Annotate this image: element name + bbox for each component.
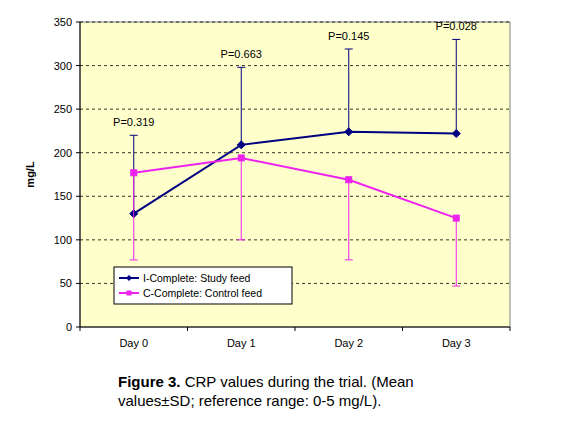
error-bar <box>345 180 353 260</box>
y-tick-label: 200 <box>54 147 72 159</box>
y-tick-label: 0 <box>66 321 72 333</box>
x-tick-sep <box>80 327 81 331</box>
error-stem <box>241 67 242 145</box>
y-tick <box>76 196 80 197</box>
caption: Figure 3. CRP values during the trial. (… <box>118 372 468 410</box>
y-tick <box>76 327 80 328</box>
y-tick <box>76 152 80 153</box>
y-tick <box>76 65 80 66</box>
error-bar <box>130 173 138 260</box>
marks <box>130 39 461 286</box>
y-tick <box>76 22 80 23</box>
point <box>345 128 353 136</box>
error-bar <box>452 39 460 133</box>
legend-marker <box>126 275 132 281</box>
error-cap <box>237 67 245 68</box>
annotation: P=0.145 <box>328 30 369 42</box>
x-tick-sep <box>187 327 188 331</box>
legend-marker <box>127 291 132 296</box>
error-stem <box>456 39 457 133</box>
y-axis-label: mg/L <box>24 161 36 188</box>
y-tick <box>76 239 80 240</box>
legend-label: I-Complete: Study feed <box>143 272 251 284</box>
y-tick-label: 50 <box>60 277 72 289</box>
error-cap <box>452 39 460 40</box>
error-stem <box>241 158 242 240</box>
error-bar <box>452 218 460 286</box>
point <box>237 141 245 149</box>
point <box>452 130 460 138</box>
x-tick-label: Day 1 <box>227 337 256 349</box>
y-tick <box>76 109 80 110</box>
grid-line <box>80 109 510 110</box>
point <box>346 177 352 183</box>
point <box>453 215 459 221</box>
chart-frame <box>14 1 544 366</box>
y-axis <box>80 22 81 327</box>
caption-label: Figure 3. <box>118 373 181 390</box>
grid-line <box>80 65 510 66</box>
x-tick-sep <box>510 327 511 331</box>
y-tick <box>76 283 80 284</box>
annotation: P=0.319 <box>113 116 154 128</box>
grid-line <box>80 239 510 240</box>
error-bar <box>237 158 245 240</box>
error-cap <box>130 259 138 260</box>
error-stem <box>456 218 457 286</box>
point <box>131 170 137 176</box>
error-stem <box>348 180 349 260</box>
legend-box <box>114 267 292 304</box>
y-tick-label: 150 <box>54 190 72 202</box>
x-tick-sep <box>295 327 296 331</box>
x-tick-sep <box>402 327 403 331</box>
y-tick-label: 250 <box>54 103 72 115</box>
error-bar <box>237 67 245 145</box>
error-bar <box>345 49 353 132</box>
x-tick-label: Day 0 <box>119 337 148 349</box>
point <box>238 155 244 161</box>
x-tick-label: Day 2 <box>334 337 363 349</box>
error-cap <box>345 49 353 50</box>
error-stem <box>348 49 349 132</box>
error-cap <box>345 259 353 260</box>
y-tick-label: 300 <box>54 60 72 72</box>
error-stem <box>133 173 134 260</box>
plot-area <box>80 22 510 327</box>
x-tick-label: Day 3 <box>442 337 471 349</box>
series-line <box>134 158 457 218</box>
legend-label: C-Complete: Control feed <box>143 287 262 299</box>
annotation: P=0.663 <box>221 48 262 60</box>
annotation: P=0.028 <box>436 20 477 32</box>
y-tick-label: 100 <box>54 234 72 246</box>
grid-line <box>80 196 510 197</box>
error-cap <box>130 135 138 136</box>
error-cap <box>237 239 245 240</box>
error-cap <box>452 286 460 287</box>
grid-line <box>80 152 510 153</box>
y-tick-label: 350 <box>54 16 72 28</box>
